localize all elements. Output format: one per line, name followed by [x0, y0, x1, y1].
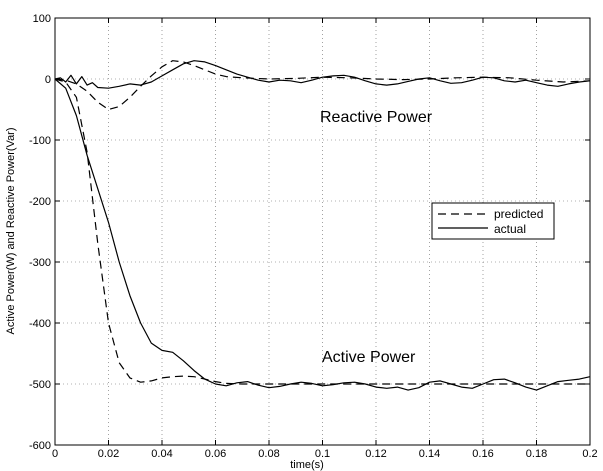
x-tick-label: 0.1: [315, 448, 330, 460]
y-tick-label: -100: [29, 135, 51, 147]
legend-box: [431, 202, 555, 240]
y-tick-label: 100: [33, 13, 51, 25]
y-tick-label: -500: [29, 379, 51, 391]
x-tick-label: 0: [52, 448, 58, 460]
annotation-reactive-power: Reactive Power: [320, 109, 433, 126]
x-axis-label: time(s): [290, 459, 324, 471]
series-line-reactive-power-predicted: [54, 60, 591, 111]
series-line-active-power-actual: [54, 78, 591, 391]
x-tick-label: 0.06: [205, 448, 226, 460]
annotation-active-power: Active Power: [322, 349, 416, 366]
x-tick-label: 0.2: [582, 448, 597, 460]
legend-label-actual: actual: [494, 222, 526, 236]
x-tick-label: 0.12: [365, 448, 386, 460]
plot-frame: [54, 17, 591, 446]
y-axis-ticks: 100 0 -100 -200 -300 -400 -500 -600: [29, 13, 590, 452]
x-tick-label: 0.04: [151, 448, 172, 460]
legend: predicted actual: [431, 202, 555, 240]
y-axis-label: Active Power(W) and Reactive Power(Var): [5, 127, 17, 334]
x-tick-label: 0.16: [472, 448, 493, 460]
y-tick-label: -400: [29, 318, 51, 330]
y-tick-label: -600: [29, 440, 51, 452]
x-axis-ticks: 0 0.02 0.04 0.06 0.08 0.1 0.12 0.14 0.16 0.18 0.2: [52, 18, 598, 460]
series-line-active-power-predicted: [54, 78, 590, 385]
series-lines: [54, 60, 591, 391]
series-line-reactive-power-actual: [54, 60, 591, 89]
y-tick-label: 0: [45, 74, 51, 86]
x-tick-label: 0.14: [419, 448, 440, 460]
y-tick-label: -200: [29, 196, 51, 208]
x-tick-label: 0.18: [526, 448, 547, 460]
y-tick-label: -300: [29, 257, 51, 269]
legend-label-predicted: predicted: [494, 207, 543, 221]
x-tick-label: 0.02: [98, 448, 119, 460]
x-tick-label: 0.08: [258, 448, 279, 460]
